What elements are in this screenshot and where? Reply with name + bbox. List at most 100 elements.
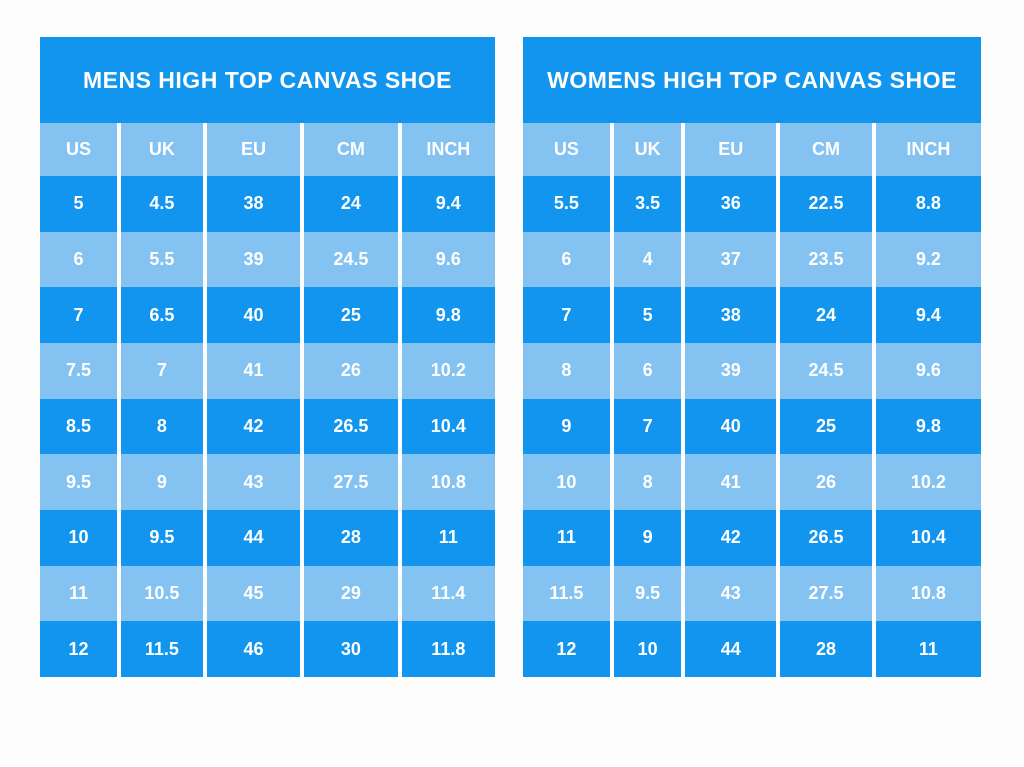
table-cell: 29 <box>304 565 398 622</box>
table-cell: 7 <box>40 287 118 344</box>
table-cell: 43 <box>206 454 301 511</box>
table-row: 7 6.5 40 25 9.8 <box>40 287 496 344</box>
table-cell: 9.8 <box>401 287 496 344</box>
column-header-cell: EU <box>206 123 301 176</box>
table-cell: 36 <box>685 176 777 232</box>
table-cell: 9.4 <box>875 287 981 344</box>
table-cell: 10 <box>613 621 682 678</box>
table-cell: 40 <box>685 398 777 455</box>
table-cell: 6 <box>40 231 118 288</box>
table-cell: 39 <box>685 343 777 399</box>
table-cell: 9.6 <box>875 343 981 399</box>
table-cell: 7 <box>523 287 610 344</box>
column-header-cell: US <box>523 123 610 176</box>
table-row: 6 5.5 39 24.5 9.6 <box>40 231 496 288</box>
table-cell: 26.5 <box>780 510 872 566</box>
table-cell: 25 <box>780 398 872 455</box>
table-cell: 10.4 <box>401 398 496 455</box>
table-cell: 42 <box>206 398 301 455</box>
table-cell: 12 <box>40 621 118 678</box>
table-row: 12 10 44 28 11 <box>523 621 981 678</box>
table-row: 10 9.5 44 28 11 <box>40 510 496 566</box>
table-row: 5.5 3.5 36 22.5 8.8 <box>523 176 981 232</box>
column-header-cell: INCH <box>875 123 981 176</box>
column-header-cell: CM <box>780 123 872 176</box>
column-header-cell: INCH <box>401 123 496 176</box>
table-cell: 46 <box>206 621 301 678</box>
table-cell: 7.5 <box>40 343 118 399</box>
table-cell: 9.5 <box>613 565 682 622</box>
table-cell: 9.2 <box>875 231 981 288</box>
table-cell: 8 <box>121 398 203 455</box>
table-cell: 24 <box>304 176 398 232</box>
table-cell: 11.4 <box>401 565 496 622</box>
table-cell: 11.5 <box>523 565 610 622</box>
table-cell: 11 <box>875 621 981 678</box>
table-cell: 39 <box>206 231 301 288</box>
table-row: 9 7 40 25 9.8 <box>523 398 981 455</box>
table-cell: 26 <box>304 343 398 399</box>
table-cell: 44 <box>206 510 301 566</box>
table-row: 8 6 39 24.5 9.6 <box>523 343 981 399</box>
table-cell: 9.6 <box>401 231 496 288</box>
table-cell: 11.5 <box>121 621 203 678</box>
table-cell: 11 <box>523 510 610 566</box>
table-cell: 9.4 <box>401 176 496 232</box>
table-cell: 11.8 <box>401 621 496 678</box>
table-cell: 5.5 <box>121 231 203 288</box>
table-row: 10 8 41 26 10.2 <box>523 454 981 511</box>
table-cell: 9 <box>121 454 203 511</box>
table-row: 11 10.5 45 29 11.4 <box>40 565 496 622</box>
table-row: 6 4 37 23.5 9.2 <box>523 231 981 288</box>
table-row: 11.5 9.5 43 27.5 10.8 <box>523 565 981 622</box>
table-cell: 10.2 <box>401 343 496 399</box>
column-header-row: US UK EU CM INCH <box>40 123 496 176</box>
table-cell: 27.5 <box>780 565 872 622</box>
table-cell: 38 <box>206 176 301 232</box>
mens-table-title: MENS HIGH TOP CANVAS SHOE <box>40 37 495 123</box>
table-cell: 11 <box>40 565 118 622</box>
table-cell: 8 <box>523 343 610 399</box>
table-cell: 26.5 <box>304 398 398 455</box>
table-cell: 6 <box>523 231 610 288</box>
column-header-cell: EU <box>685 123 777 176</box>
table-cell: 8 <box>613 454 682 511</box>
table-cell: 3.5 <box>613 176 682 232</box>
table-row: 9.5 9 43 27.5 10.8 <box>40 454 496 511</box>
table-cell: 30 <box>304 621 398 678</box>
table-cell: 44 <box>685 621 777 678</box>
table-cell: 8.5 <box>40 398 118 455</box>
table-cell: 10.2 <box>875 454 981 511</box>
table-cell: 9.5 <box>40 454 118 511</box>
table-cell: 26 <box>780 454 872 511</box>
table-cell: 10.8 <box>401 454 496 511</box>
column-header-cell: CM <box>304 123 398 176</box>
table-cell: 41 <box>685 454 777 511</box>
table-cell: 38 <box>685 287 777 344</box>
table-cell: 10.4 <box>875 510 981 566</box>
table-cell: 41 <box>206 343 301 399</box>
table-cell: 37 <box>685 231 777 288</box>
table-cell: 22.5 <box>780 176 872 232</box>
table-cell: 24.5 <box>780 343 872 399</box>
table-cell: 27.5 <box>304 454 398 511</box>
table-cell: 5 <box>613 287 682 344</box>
mens-size-chart-table: MENS HIGH TOP CANVAS SHOE US UK EU CM INCH 5 4… <box>40 37 496 678</box>
table-row: 7 5 38 24 9.4 <box>523 287 981 344</box>
table-cell: 7 <box>121 343 203 399</box>
table-cell: 7 <box>613 398 682 455</box>
table-cell: 9 <box>613 510 682 566</box>
womens-size-chart-table: WOMENS HIGH TOP CANVAS SHOE US UK EU CM INCH… <box>523 37 981 678</box>
column-header-cell: US <box>40 123 118 176</box>
table-cell: 4 <box>613 231 682 288</box>
table-cell: 10.8 <box>875 565 981 622</box>
table-cell: 28 <box>780 621 872 678</box>
table-cell: 11 <box>401 510 496 566</box>
table-cell: 5 <box>40 176 118 232</box>
table-cell: 23.5 <box>780 231 872 288</box>
table-cell: 6.5 <box>121 287 203 344</box>
table-row: 12 11.5 46 30 11.8 <box>40 621 496 678</box>
table-row: 7.5 7 41 26 10.2 <box>40 343 496 399</box>
table-cell: 10.5 <box>121 565 203 622</box>
table-cell: 24.5 <box>304 231 398 288</box>
